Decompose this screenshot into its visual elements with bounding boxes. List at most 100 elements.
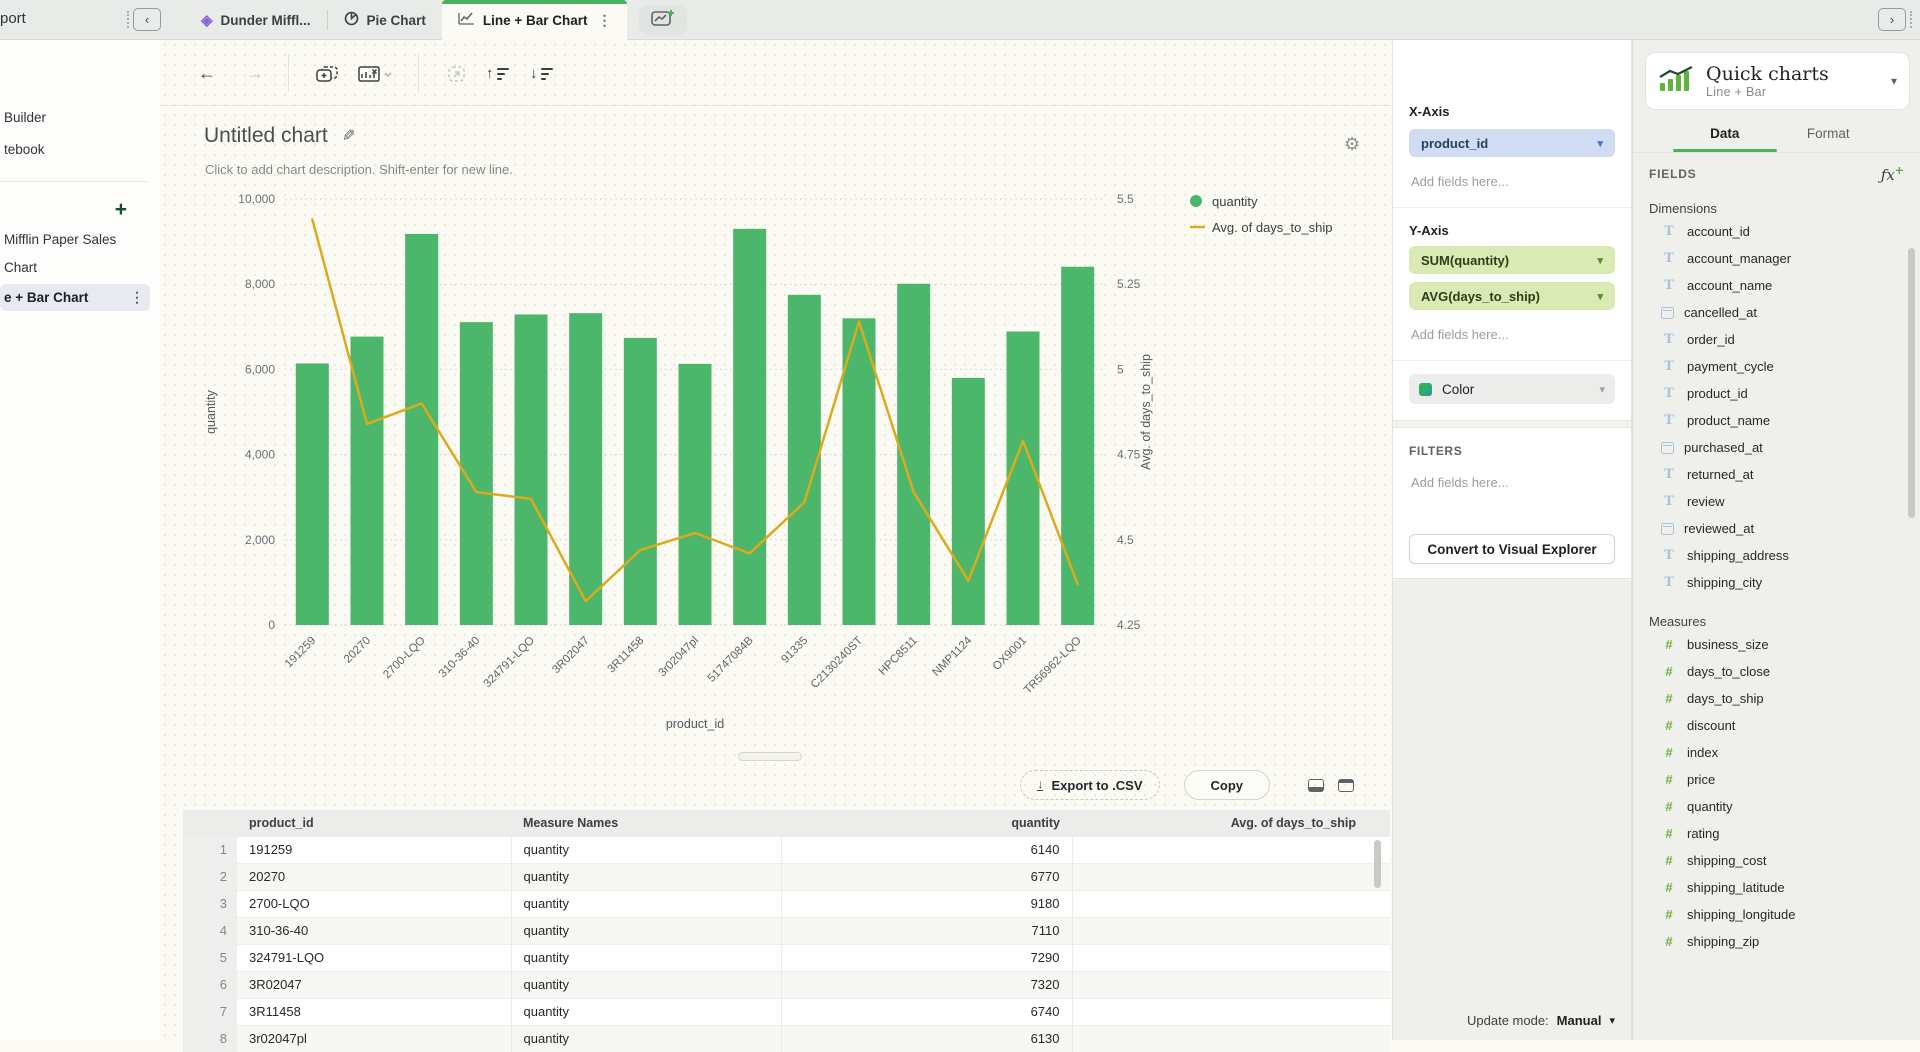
dimension-item[interactable]: shipping_address bbox=[1633, 542, 1920, 569]
measure-item[interactable]: price bbox=[1633, 766, 1920, 793]
dimension-item[interactable]: account_name bbox=[1633, 272, 1920, 299]
x-axis-field-pill[interactable]: product_id ▾ bbox=[1409, 129, 1615, 157]
transform-button[interactable] bbox=[448, 66, 466, 86]
y-axis-add-fields-placeholder[interactable]: Add fields here... bbox=[1411, 327, 1509, 342]
table-scrollbar[interactable] bbox=[1374, 840, 1381, 888]
tab-dunder-mifflin[interactable]: ◈ Dunder Miffl... bbox=[201, 12, 311, 29]
bar[interactable] bbox=[569, 313, 603, 625]
tab-pie-chart[interactable]: Pie Chart bbox=[328, 0, 442, 40]
dimension-item[interactable]: reviewed_at bbox=[1633, 515, 1920, 542]
update-mode-dropdown[interactable]: Update mode: Manual ▾ bbox=[1467, 1013, 1615, 1028]
measure-item[interactable]: index bbox=[1633, 739, 1920, 766]
sort-descending-button[interactable]: ↓ bbox=[530, 65, 553, 83]
chart-legend[interactable]: quantity Avg. of days_to_ship bbox=[1190, 194, 1332, 235]
tab-menu-icon[interactable]: ⋮ bbox=[597, 11, 612, 28]
dimension-item[interactable]: payment_cycle bbox=[1633, 353, 1920, 380]
bar[interactable] bbox=[514, 314, 548, 625]
tab-line-bar-chart[interactable]: Line + Bar Chart ⋮ bbox=[441, 0, 628, 40]
x-axis-add-fields-placeholder[interactable]: Add fields here... bbox=[1411, 174, 1509, 189]
column-header-measure-names[interactable]: Measure Names bbox=[511, 810, 781, 836]
chart-title[interactable]: Untitled chart bbox=[204, 124, 328, 147]
sidebar-page-mifflin-paper-sales[interactable]: Mifflin Paper Sales bbox=[4, 232, 117, 247]
bar[interactable] bbox=[842, 318, 876, 625]
page-menu-icon[interactable]: ⋮ bbox=[130, 289, 144, 305]
tab-format[interactable]: Format bbox=[1806, 126, 1850, 141]
dimension-item[interactable]: purchased_at bbox=[1633, 434, 1920, 461]
measure-item[interactable]: shipping_zip bbox=[1633, 928, 1920, 955]
fields-scrollbar[interactable] bbox=[1908, 248, 1915, 518]
svg-text:51747084B: 51747084B bbox=[706, 634, 756, 684]
measure-item[interactable]: days_to_ship bbox=[1633, 685, 1920, 712]
column-header-product-id[interactable]: product_id bbox=[237, 810, 511, 836]
quick-charts-card[interactable]: Quick charts Line + Bar ▾ bbox=[1645, 52, 1910, 110]
dimension-item[interactable]: product_name bbox=[1633, 407, 1920, 434]
field-name: shipping_zip bbox=[1687, 934, 1760, 949]
sidebar-page-pie-chart[interactable]: Chart bbox=[4, 260, 38, 275]
dimension-item[interactable]: product_id bbox=[1633, 380, 1920, 407]
expand-table-icon[interactable] bbox=[1338, 778, 1354, 792]
measure-name-cell: quantity bbox=[510, 997, 781, 1025]
measure-item[interactable]: days_to_close bbox=[1633, 658, 1920, 685]
measure-item[interactable]: shipping_longitude bbox=[1633, 901, 1920, 928]
sidebar-page-line-bar-chart[interactable]: e + Bar Chart ⋮ bbox=[0, 284, 150, 311]
collapse-table-icon[interactable] bbox=[1308, 778, 1324, 792]
sidebar-item-notebook[interactable]: tebook bbox=[4, 142, 45, 157]
edit-title-icon[interactable]: ✎ bbox=[341, 128, 356, 145]
bar[interactable] bbox=[733, 228, 767, 625]
panel-expand-button[interactable]: › bbox=[1878, 8, 1912, 31]
field-type-icon bbox=[1661, 799, 1677, 815]
sidebar-collapse-button[interactable]: ‹ bbox=[127, 8, 161, 31]
remove-chart-button[interactable] bbox=[358, 66, 392, 86]
redo-button[interactable]: → bbox=[246, 63, 264, 83]
measure-item[interactable]: discount bbox=[1633, 712, 1920, 739]
bar[interactable] bbox=[1061, 266, 1095, 625]
chart-toolbar: ← → ↑ ↓ bbox=[160, 40, 1392, 106]
dimension-item[interactable]: review bbox=[1633, 488, 1920, 515]
bar[interactable] bbox=[623, 337, 657, 625]
color-selector[interactable]: Color ▾ bbox=[1409, 374, 1615, 404]
add-formula-field-button[interactable]: ƒx+ bbox=[1880, 164, 1904, 184]
measure-item[interactable]: quantity bbox=[1633, 793, 1920, 820]
tab-data[interactable]: Data bbox=[1673, 126, 1777, 152]
chart-resize-handle[interactable] bbox=[738, 752, 802, 761]
bar[interactable] bbox=[951, 377, 985, 625]
bar[interactable] bbox=[678, 363, 712, 625]
dimension-item[interactable]: account_id bbox=[1633, 218, 1920, 245]
y-axis-field-pill-sum-quantity[interactable]: SUM(quantity) ▾ bbox=[1409, 246, 1615, 274]
bar[interactable] bbox=[787, 294, 821, 625]
convert-to-visual-explorer-button[interactable]: Convert to Visual Explorer bbox=[1409, 534, 1615, 564]
bar[interactable] bbox=[405, 233, 439, 625]
export-csv-button[interactable]: ↓ Export to .CSV bbox=[1020, 770, 1160, 800]
sort-ascending-button[interactable]: ↑ bbox=[486, 65, 509, 83]
chevron-down-icon: ▾ bbox=[1597, 137, 1603, 150]
measure-item[interactable]: shipping_cost bbox=[1633, 847, 1920, 874]
chevron-down-icon[interactable]: ▾ bbox=[1890, 74, 1897, 88]
trend-line[interactable] bbox=[311, 218, 1079, 603]
measure-item[interactable]: shipping_latitude bbox=[1633, 874, 1920, 901]
column-header-quantity[interactable]: quantity bbox=[781, 810, 1072, 836]
chart-description-placeholder[interactable]: Click to add chart description. Shift-en… bbox=[205, 162, 513, 177]
bar[interactable] bbox=[1006, 331, 1040, 625]
add-page-button[interactable]: + bbox=[114, 198, 127, 221]
measure-item[interactable]: rating bbox=[1633, 820, 1920, 847]
dimension-item[interactable]: cancelled_at bbox=[1633, 299, 1920, 326]
fields-panel: Quick charts Line + Bar ▾ Data Format FI… bbox=[1632, 40, 1920, 1040]
duplicate-chart-button[interactable] bbox=[316, 66, 338, 86]
chart-settings-gear-icon[interactable]: ⚙ bbox=[1344, 134, 1361, 154]
dimension-item[interactable]: order_id bbox=[1633, 326, 1920, 353]
undo-button[interactable]: ← bbox=[198, 63, 216, 83]
dimension-item[interactable]: account_manager bbox=[1633, 245, 1920, 272]
download-icon: ↓ bbox=[1037, 777, 1044, 791]
dimension-item[interactable]: shipping_city bbox=[1633, 569, 1920, 596]
y-axis-field-pill-avg-days[interactable]: AVG(days_to_ship) ▾ bbox=[1409, 282, 1615, 310]
dimension-item[interactable]: returned_at bbox=[1633, 461, 1920, 488]
sidebar-item-builder[interactable]: Builder bbox=[4, 110, 47, 125]
new-chart-button[interactable] bbox=[639, 5, 688, 35]
filters-add-fields-placeholder[interactable]: Add fields here... bbox=[1411, 475, 1509, 490]
copy-button[interactable]: Copy bbox=[1183, 770, 1270, 800]
measure-item[interactable]: business_size bbox=[1633, 631, 1920, 658]
bar[interactable] bbox=[295, 363, 329, 625]
column-header-avg-days-to-ship[interactable]: Avg. of days_to_ship bbox=[1072, 810, 1390, 836]
avg-days-cell bbox=[1071, 970, 1390, 998]
table-row: 8 3r02047pl quantity 6130 bbox=[183, 1024, 1390, 1052]
